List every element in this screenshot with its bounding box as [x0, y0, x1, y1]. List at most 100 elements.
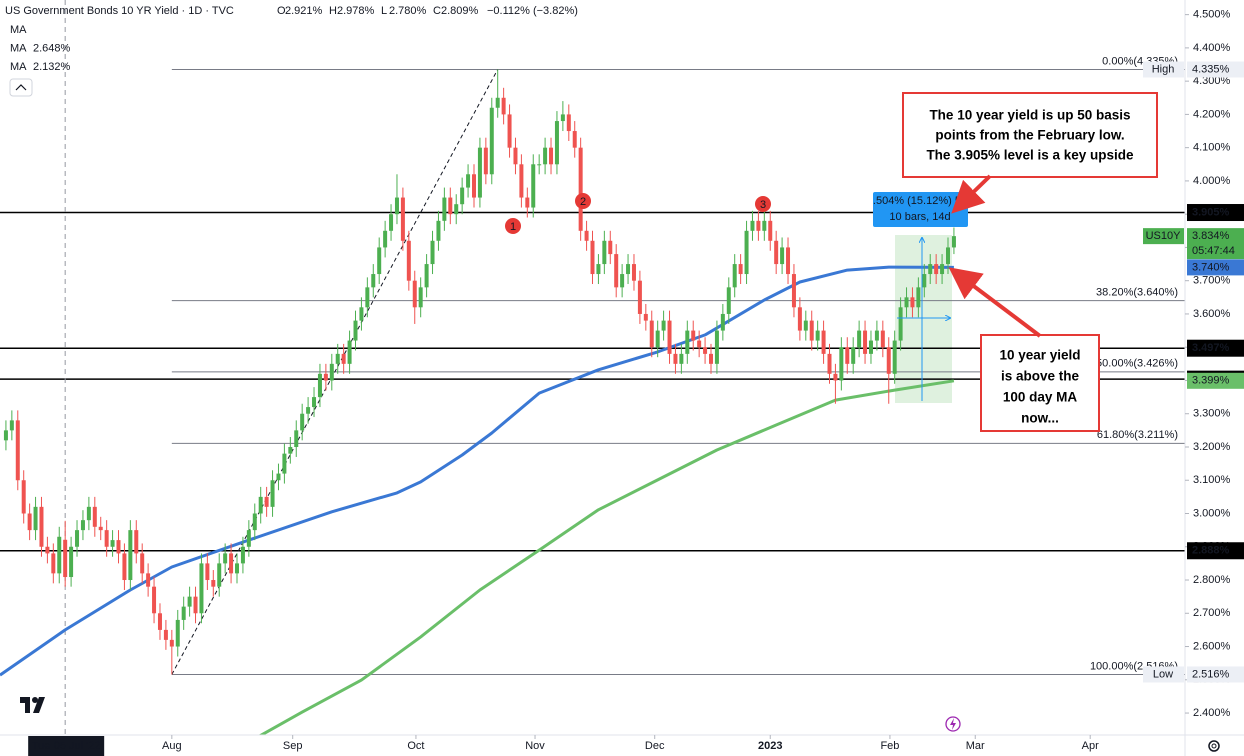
candle-body: [815, 330, 820, 341]
x-tick-label: Dec: [645, 740, 665, 752]
candle-body: [744, 230, 749, 275]
candle-body: [951, 236, 956, 248]
x-tick-label: Feb: [880, 740, 899, 752]
price-tag-label: 3.834%: [1192, 230, 1230, 242]
y-tick-label: 2.400%: [1193, 707, 1231, 719]
price-tag-name: High: [1152, 63, 1175, 75]
indicator-name: MA: [10, 42, 27, 54]
moving-average-line: [0, 265, 954, 677]
alert-circle[interactable]: [945, 716, 961, 732]
y-tick-label: 3.700%: [1193, 275, 1231, 287]
candle-body: [335, 353, 340, 364]
candle-body: [418, 287, 423, 308]
candle-body: [661, 320, 666, 331]
price-tag-label: 4.335%: [1192, 63, 1230, 75]
candle-body: [205, 563, 210, 581]
trend-line: [171, 69, 499, 675]
candle-body: [703, 347, 708, 354]
candle-body: [714, 330, 719, 364]
candle-body: [223, 553, 228, 564]
candle-body: [762, 220, 767, 231]
candle-body: [33, 506, 38, 531]
settings-gear[interactable]: [1208, 740, 1220, 752]
alert-bolt: [950, 718, 956, 730]
candle-body: [578, 147, 583, 231]
candle-body: [483, 147, 488, 175]
measure-text: 0.504% (15.12%) 504 10 bars, 14d: [873, 195, 968, 223]
candle-body: [92, 506, 97, 527]
level-tag: [1187, 542, 1244, 560]
candle-body: [436, 220, 441, 241]
logo-box: [18, 692, 48, 720]
candle-body: [626, 264, 631, 275]
candle-body: [738, 264, 743, 275]
ohlc-label: L: [381, 5, 387, 17]
candle-body: [412, 280, 417, 308]
chart-title: US Government Bonds 10 YR Yield · 1D · T…: [5, 5, 234, 17]
candle-body: [543, 147, 548, 165]
crosshair-label-box: [28, 736, 105, 756]
candle-body: [312, 397, 317, 408]
candle-body: [75, 530, 80, 547]
level-tag-label: 3.905%: [1192, 206, 1230, 218]
candle-body: [466, 174, 471, 188]
candle-body: [383, 230, 388, 248]
candle-body: [181, 606, 186, 620]
ohlc-label: C: [433, 5, 441, 17]
candle-body: [294, 430, 299, 447]
candle-body: [537, 164, 542, 166]
callout-box: [902, 92, 1158, 178]
candle-body: [424, 264, 429, 288]
x-tick-label: Apr: [1082, 740, 1099, 752]
candle-body: [211, 580, 216, 587]
ohlc-value: 2.809%: [441, 5, 479, 17]
candle-body: [300, 413, 305, 431]
candle-body: [51, 553, 56, 574]
candle-body: [400, 197, 405, 241]
collapse-icon: [15, 84, 27, 91]
candle-body: [584, 230, 589, 241]
plot-area: [0, 0, 1185, 735]
candle-body: [430, 240, 435, 265]
callout-box: [980, 334, 1100, 432]
candle-body: [928, 264, 933, 275]
candle-body: [442, 197, 447, 221]
candle-body: [353, 320, 358, 341]
candle-body: [560, 114, 565, 122]
price-tag-label: 3.740%: [1192, 261, 1230, 273]
candle-body: [246, 530, 251, 547]
ohlc-value: 2.978%: [337, 5, 375, 17]
candle-body: [839, 347, 844, 381]
candle-body: [631, 264, 636, 281]
alert-icon[interactable]: [945, 716, 961, 732]
callout-arrow: [951, 174, 992, 214]
candle-body: [922, 274, 927, 288]
price-tag-name: Low: [1153, 668, 1173, 680]
candle-body: [276, 473, 281, 481]
candle-body: [199, 563, 204, 614]
candle-body: [110, 540, 115, 547]
indicator-value: 2.648%: [33, 42, 71, 54]
settings-icon[interactable]: [1208, 740, 1220, 752]
candle-body: [768, 220, 773, 241]
candle-body: [620, 274, 625, 288]
candle-body: [264, 496, 269, 507]
candle-body: [389, 214, 394, 231]
collapse-button[interactable]: [9, 78, 33, 97]
y-tick-label: 3.000%: [1193, 507, 1231, 519]
candle-body: [163, 629, 168, 640]
candle-body: [122, 553, 127, 581]
level-tag-label: 2.888%: [1192, 545, 1230, 557]
candle-body: [709, 353, 713, 364]
candle-body: [845, 347, 850, 364]
candle-body: [365, 287, 370, 308]
candle-body: [868, 340, 873, 354]
candle-body: [140, 553, 145, 574]
candle-body: [774, 240, 779, 265]
candle-body: [898, 307, 903, 341]
collapse-button-box[interactable]: [9, 78, 33, 97]
candle-body: [667, 320, 672, 354]
candle-body: [270, 480, 275, 507]
price-tag-name-box: [1143, 61, 1184, 78]
